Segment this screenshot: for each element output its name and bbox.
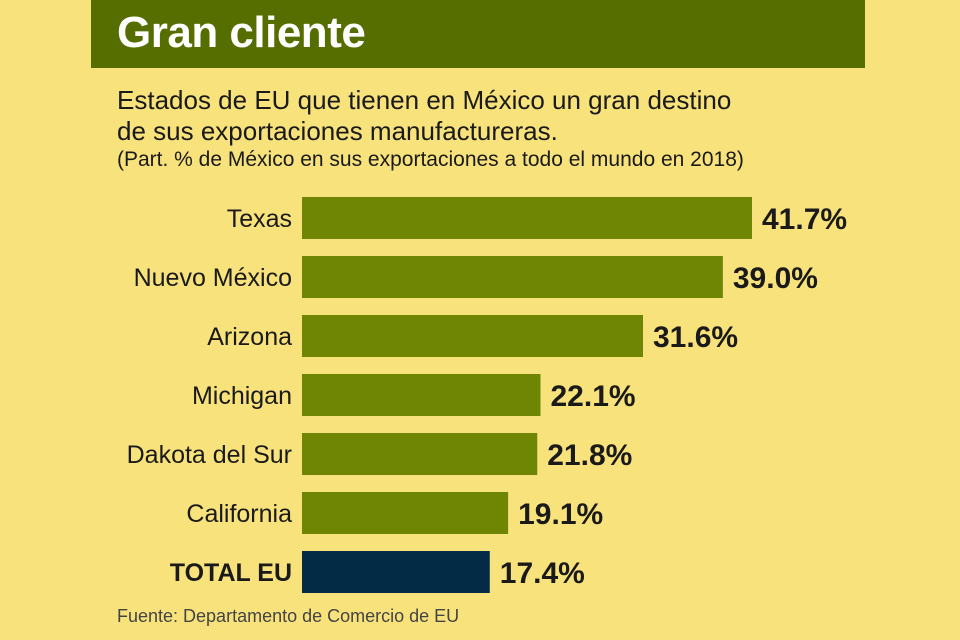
page-title: Gran cliente	[117, 8, 366, 57]
subtitle-line-1: Estados de EU que tienen en México un gr…	[117, 85, 732, 115]
category-label-total-eu: TOTAL EU	[170, 559, 292, 587]
header-banner: Gran cliente	[91, 0, 865, 68]
bar-total-eu	[302, 551, 490, 593]
bar-california	[302, 492, 509, 534]
value-label-total-eu: 17.4%	[500, 557, 585, 590]
value-label-nuevo-mexico: 39.0%	[733, 262, 818, 295]
value-label-texas: 41.7%	[762, 203, 847, 236]
subtitle-line-2: de sus exportaciones manufactureras.	[117, 116, 558, 146]
bar-dakota-del-sur	[302, 433, 538, 475]
category-label-dakota-del-sur: Dakota del Sur	[127, 441, 292, 469]
chart-subtitle: Estados de EU que tienen en México un gr…	[117, 85, 731, 147]
chart-note: (Part. % de México en sus exportaciones …	[117, 148, 744, 171]
bar-michigan	[302, 374, 541, 416]
bar-arizona	[302, 315, 644, 357]
bar-nuevo-mexico	[302, 256, 723, 298]
category-label-michigan: Michigan	[192, 382, 292, 410]
value-label-dakota-del-sur: 21.8%	[547, 439, 632, 472]
value-label-arizona: 31.6%	[653, 321, 738, 354]
category-label-california: California	[186, 500, 292, 528]
value-label-michigan: 22.1%	[550, 380, 635, 413]
category-label-arizona: Arizona	[207, 323, 292, 351]
bar-texas	[302, 197, 752, 239]
value-label-california: 19.1%	[518, 498, 603, 531]
source-note: Fuente: Departamento de Comercio de EU	[117, 606, 460, 626]
category-label-nuevo-mexico: Nuevo México	[134, 264, 292, 292]
category-label-texas: Texas	[227, 205, 292, 233]
